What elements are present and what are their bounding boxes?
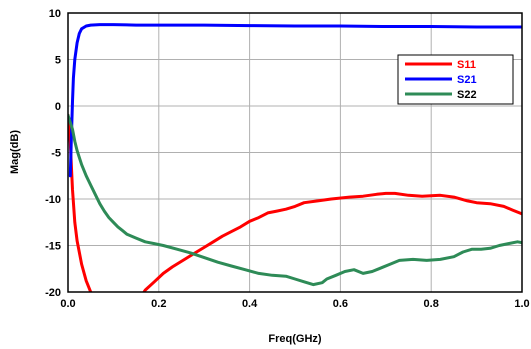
x-tick-label: 0.6 xyxy=(333,298,348,310)
y-tick-label: 5 xyxy=(55,55,61,67)
series-line-s11 xyxy=(68,113,522,292)
series-layer xyxy=(68,23,522,292)
x-tick-label: 0.2 xyxy=(151,298,166,310)
y-tick-label: -5 xyxy=(51,148,61,160)
legend-label-s22: S22 xyxy=(457,89,477,101)
y-tick-label: -20 xyxy=(45,287,61,299)
y-tick-label: -10 xyxy=(45,194,61,206)
plot-frame xyxy=(67,12,523,293)
x-tick-label: 0.4 xyxy=(242,298,258,310)
x-tick-label: 1.0 xyxy=(514,298,529,310)
legend-label-s21: S21 xyxy=(457,74,477,86)
y-tick-label: 0 xyxy=(55,101,61,113)
y-axis-label: Mag(dB) xyxy=(9,130,21,174)
tick-labels: 0.0 0.2 0.4 0.6 0.8 1.0 10 5 0 -5 -10 -15 -20 xyxy=(45,8,530,310)
legend: S11 S21 S22 xyxy=(397,54,514,105)
series-line-s22 xyxy=(68,113,522,287)
grid xyxy=(68,13,522,292)
x-axis-label: Freq(GHz) xyxy=(268,333,322,345)
y-tick-label: -15 xyxy=(45,241,61,253)
series-line-s21 xyxy=(68,23,522,178)
x-tick-label: 0.0 xyxy=(60,298,75,310)
x-tick-label: 0.8 xyxy=(424,298,439,310)
legend-label-s11: S11 xyxy=(457,59,476,71)
y-tick-label: 10 xyxy=(49,8,61,20)
